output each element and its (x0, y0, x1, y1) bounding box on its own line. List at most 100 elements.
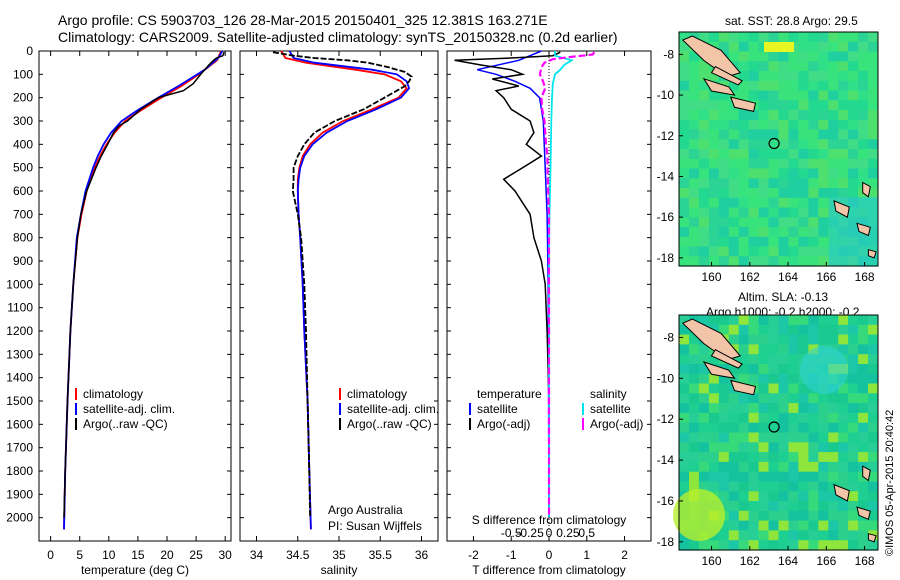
map-cell (768, 110, 779, 121)
map-cell (808, 61, 819, 72)
map-cell (838, 510, 849, 522)
map-x-tick-label-1-0: 160 (702, 270, 722, 284)
map-cell (768, 501, 779, 512)
map-cell (838, 41, 849, 53)
map-cell (689, 403, 700, 414)
map-cell (838, 393, 849, 404)
map-cell (808, 324, 819, 336)
map-cell (848, 344, 859, 355)
map-cell (768, 119, 779, 131)
island-shape-5 (856, 506, 871, 520)
map-cell (698, 393, 710, 404)
map-cell (728, 129, 740, 140)
map-cell (748, 344, 760, 355)
map-cell (758, 236, 770, 248)
map-cell (738, 71, 750, 82)
map-cell (679, 256, 690, 267)
map-cell (768, 471, 779, 483)
map-cell (748, 90, 760, 101)
map-cell (778, 520, 789, 531)
x-tick-label-1-6: 30 (219, 548, 233, 562)
map-cell (679, 354, 690, 365)
map-cell (858, 315, 869, 326)
map-cell (758, 354, 770, 365)
map-cell (768, 373, 779, 385)
map-cell (808, 227, 819, 238)
map-cell (788, 110, 799, 121)
map-cell (868, 344, 879, 355)
map-cell (798, 403, 809, 414)
map-cell (728, 481, 740, 492)
map-cell (778, 393, 789, 404)
map-cell (788, 383, 799, 394)
map-cell (788, 324, 799, 336)
map-cell (698, 71, 710, 82)
map-cell (679, 61, 690, 72)
map-cell (708, 412, 720, 424)
map-cell (738, 119, 750, 131)
map-cell (728, 178, 740, 189)
map-cell (718, 403, 730, 414)
map-cell (718, 236, 730, 248)
map-cell (718, 383, 730, 394)
map-cell (689, 71, 700, 82)
map-cell (778, 188, 789, 199)
map-cell (748, 510, 760, 522)
map-cell (718, 442, 730, 453)
map-x-tick-label-2-2: 164 (778, 554, 798, 568)
map-cell (708, 236, 720, 248)
y-tick-label-13: 1300 (6, 347, 33, 361)
map-cell (818, 41, 829, 53)
map-cell (758, 510, 770, 522)
map-cell (738, 32, 750, 43)
map-cell (798, 149, 809, 160)
map-cell (768, 246, 779, 257)
map-cell (808, 422, 819, 434)
map-cell (698, 452, 710, 463)
y-tick-label-7: 700 (13, 207, 33, 221)
map-cell (778, 334, 789, 345)
map-cell (808, 412, 819, 424)
map-cell (828, 452, 839, 463)
map-cell (848, 403, 859, 414)
map-cell (708, 256, 720, 267)
map-cell (788, 178, 799, 189)
map-cell (758, 334, 770, 345)
map-cell (858, 71, 869, 82)
map-x-tick-label-2-1: 162 (740, 554, 760, 568)
map-cell (778, 540, 789, 551)
map-cell (728, 442, 740, 453)
map-y-tick-label-2-1: -10 (657, 371, 675, 385)
map-cell (828, 530, 839, 541)
map-cell (848, 442, 859, 453)
map-cell (828, 471, 839, 483)
map-cell (738, 41, 750, 53)
map-cell (748, 315, 760, 326)
header-line1: Argo profile: CS 5903703_126 28-Mar-2015… (58, 12, 548, 28)
map-cell (718, 32, 730, 43)
map-cell (728, 139, 740, 150)
map-cell (728, 315, 740, 326)
map-cell (728, 51, 740, 62)
map-cell (758, 51, 770, 62)
map-cell (758, 32, 770, 43)
map-cell (689, 90, 700, 101)
map-cell (778, 471, 789, 483)
map-cell (808, 188, 819, 199)
map-cell (698, 178, 710, 189)
map-cell (798, 510, 809, 522)
map-cell (788, 452, 799, 463)
map-cell (778, 139, 789, 150)
map-cell (738, 129, 750, 140)
temp-argo-line (63, 51, 225, 518)
map-cell (848, 71, 859, 82)
warm-patch (673, 489, 725, 541)
map-cell (848, 373, 859, 385)
map-cell (708, 110, 720, 121)
map-cell (798, 188, 809, 199)
map-cell (798, 256, 809, 267)
map-cell (848, 354, 859, 365)
island-shape-6 (862, 465, 871, 482)
map-cell (718, 256, 730, 267)
